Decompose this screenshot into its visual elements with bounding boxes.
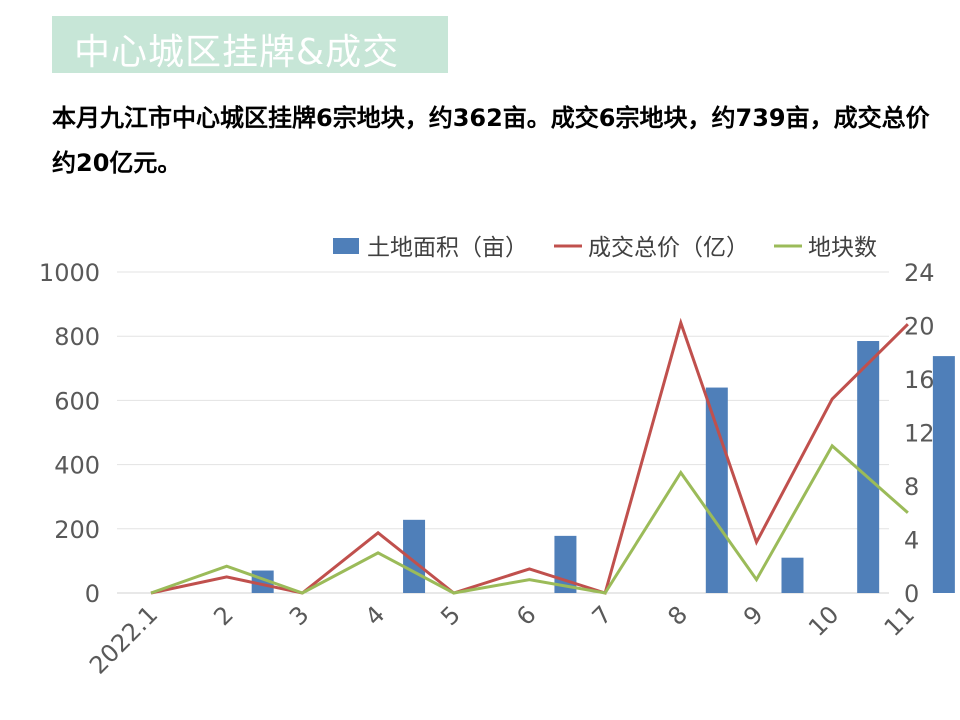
legend-swatch — [333, 238, 359, 254]
summary-text: 本月九江市中心城区挂牌6宗地块，约362亩。成交6宗地块，约739亩，成交总价约… — [52, 104, 930, 177]
page-title: 中心城区挂牌&成交 — [74, 32, 400, 73]
x-tick-label: 10 — [803, 600, 844, 641]
x-tick-label: 8 — [662, 600, 693, 631]
bar — [857, 341, 880, 593]
x-tick-label: 7 — [587, 600, 618, 631]
y-right-tick-label: 20 — [904, 313, 935, 341]
bar — [705, 387, 728, 593]
x-tick-label: 5 — [435, 600, 466, 631]
legend-label: 成交总价（亿） — [588, 235, 749, 261]
count-series-line — [150, 443, 909, 595]
y-right-tick-label: 0 — [904, 580, 919, 608]
y-right-tick-label: 16 — [904, 366, 935, 394]
x-tick-label: 9 — [738, 600, 769, 631]
price-series-line — [150, 317, 909, 595]
bar — [932, 356, 955, 593]
y-right-tick-label: 12 — [904, 420, 935, 448]
y-left-tick-label: 200 — [54, 516, 100, 544]
bar — [781, 557, 804, 593]
y-left-tick-label: 600 — [54, 387, 100, 415]
y-left-tick-label: 800 — [54, 323, 100, 351]
x-tick-label: 2022.1 — [84, 600, 163, 679]
legend-label: 土地面积（亩） — [367, 235, 528, 261]
x-tick-label: 4 — [360, 600, 391, 631]
x-tick-label: 6 — [511, 600, 542, 631]
y-right-tick-label: 24 — [904, 259, 935, 287]
title-badge: 中心城区挂牌&成交 — [52, 16, 448, 73]
x-tick-label: 3 — [284, 600, 315, 631]
y-right-tick-label: 4 — [904, 527, 919, 555]
y-right-tick-label: 8 — [904, 473, 919, 501]
x-tick-label: 2 — [208, 600, 239, 631]
legend-label: 地块数 — [808, 235, 877, 261]
y-left-tick-label: 400 — [54, 452, 100, 480]
y-left-tick-label: 1000 — [39, 259, 100, 287]
y-left-tick-label: 0 — [85, 580, 100, 608]
